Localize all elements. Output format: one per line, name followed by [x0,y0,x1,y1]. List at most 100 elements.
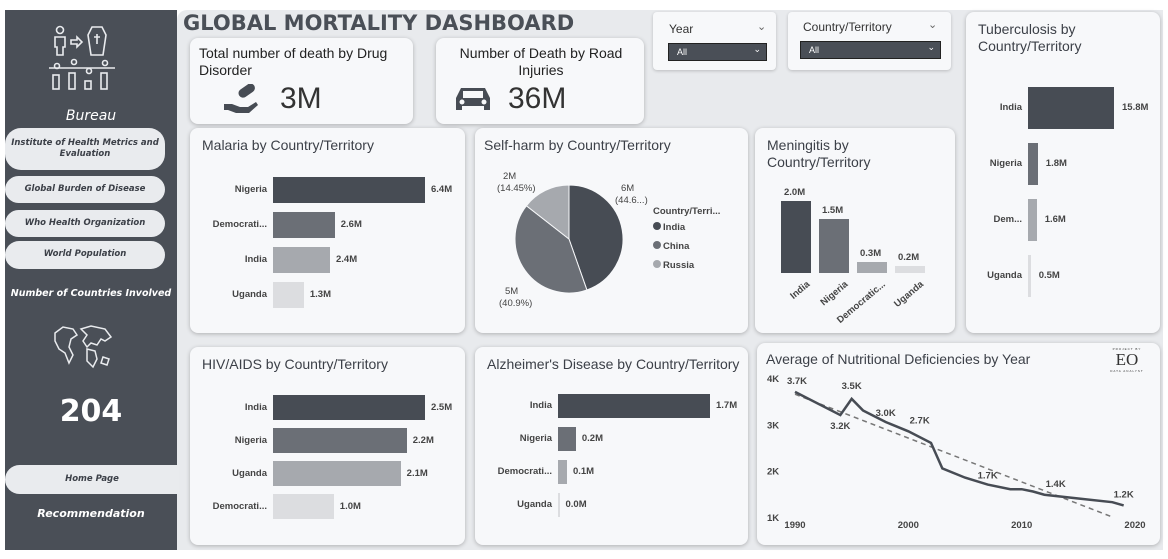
pie-slice-russia[interactable] [525,184,570,241]
category-label: Nigeria [234,184,267,195]
data-label: 3.0K [876,408,896,419]
sidebar: Bureau Institute of Health Metrics and E… [5,10,179,550]
tuberculosis-chart: Tuberculosis by Country/Territory India 15… [966,12,1160,333]
data-label: 2.1M [406,467,428,479]
category-label: Uganda [232,289,267,300]
slice-value-label: 2M [503,171,517,182]
data-label: 1.8M [1045,158,1067,169]
chart-title: Malaria by Country/Territory [202,137,374,153]
recommendation-button[interactable]: Recommendation [37,507,145,520]
category-label: Nigeria [818,279,851,309]
data-label: 2.2M [412,434,434,446]
slice-percent-label: (40.9%) [499,298,533,309]
legend-label: India [663,222,686,233]
data-label: 1.0M [339,500,361,512]
chart-title: Average of Nutritional Deficiencies by Y… [766,351,1031,367]
page-title: GLOBAL MORTALITY DASHBOARD [183,11,575,35]
legend-label: China [663,241,690,252]
country-slicer: Country/Territory ⌄ All ⌄ [788,12,951,70]
link-world-population[interactable]: World Population [5,241,165,269]
country-dropdown[interactable]: All ⌄ [800,41,941,59]
slice-value-label: 6M [621,183,635,194]
data-label: 0.0M [565,499,587,510]
countries-count: 204 [59,394,123,429]
category-label: India [529,400,552,411]
link-ihme[interactable]: Institute of Health Metrics and Evaluati… [5,128,165,170]
category-label: Nigeria [989,158,1022,169]
bureau-label: Bureau [65,108,117,124]
home-page-button[interactable]: Home Page [5,465,179,494]
category-label: India [999,102,1022,113]
chevron-down-icon[interactable]: ⌄ [757,21,767,33]
bar [273,428,407,453]
meningitis-chart: Meningitis by Country/Territory 2.0M India… [755,128,955,333]
pie-slice-china[interactable] [514,205,588,294]
slice-percent-label: (14.45%) [497,183,536,194]
category-label: Uganda [892,279,927,310]
pie-slice-india[interactable] [568,184,624,291]
data-label: 2.7K [910,415,930,426]
category-label: Democrati... [212,219,267,230]
year-dropdown[interactable]: All ⌄ [668,43,767,61]
data-label: 3.5K [842,381,862,392]
kpi-drug-card: Total number of death by Drug Disorder 3… [190,38,413,124]
data-label: 0.5M [1038,270,1060,281]
pie [514,184,624,294]
category-label: Democrati... [497,466,552,477]
self-harm-chart: Self-harm by Country/Territory Country/T… [475,128,748,333]
country-value: All [809,45,820,55]
data-label: 0.2M [898,251,920,263]
x-tick-label: 2020 [1124,520,1145,531]
x-tick-label: 1990 [784,520,805,531]
malaria-chart: Malaria by Country/Territory Nigeria 6.4M D… [190,128,465,333]
data-label: 1.2K [1114,489,1134,500]
category-label: Uganda [232,467,267,479]
year-slicer: Year ⌄ All ⌄ [653,12,776,70]
kpi-road-card: Number of Death by Road Injuries 36M [436,38,644,124]
chart-title: Meningitis by Country/Territory [767,137,871,170]
bar [273,494,334,519]
chevron-down-icon: ⌄ [927,42,935,52]
x-tick-label: 2000 [898,520,919,531]
y-tick-label: 3K [767,420,779,431]
bar [1028,87,1114,129]
bar [857,262,887,273]
data-label: 2.6M [340,219,362,230]
category-label: Democrati... [212,500,267,512]
hiv-chart: HIV/AIDS by Country/Territory India 2.5M Ni… [190,347,465,545]
data-label: 15.8M [1122,102,1149,113]
data-label: 1.7K [978,471,998,482]
data-label: 0.2M [581,433,603,444]
bar [273,395,425,420]
legend-dot [653,260,661,268]
bar [558,460,567,484]
kpi-drug-label: Total number of death by Drug Disorder [199,45,388,78]
data-label: 2.5M [431,401,453,413]
car-icon [456,88,490,110]
slice-value-label: 5M [505,286,519,297]
category-label: Uganda [517,499,552,510]
alzheimer-chart: Alzheimer's Disease by Country/Territory… [475,347,748,545]
chevron-down-icon: ⌄ [753,44,761,54]
bar [273,282,304,308]
chevron-down-icon[interactable]: ⌄ [928,19,938,31]
data-label: 2.0M [784,187,806,198]
link-who[interactable]: Who Health Organization [5,210,165,237]
data-label: 6.4M [431,184,453,195]
line-plot: 1K 2K 3K 4K 1990 2000 2010 2020 3.7K 3.2K 3.5K 3.0K… [767,374,1146,531]
world-map-icon [54,325,113,369]
category-label: Uganda [987,270,1022,281]
bar [1028,199,1037,241]
slice-percent-label: (44.6...) [615,195,648,206]
chart-title: Tuberculosis by Country/Territory [978,21,1082,54]
data-label: 1.4K [1046,479,1066,490]
data-label: 1.5M [822,205,844,216]
category-label: Nigeria [234,434,267,446]
bar [273,247,330,273]
data-label: 0.3M [860,248,882,260]
link-gbd[interactable]: Global Burden of Disease [5,176,165,203]
bar [1028,143,1038,185]
bar [273,461,401,486]
x-tick-label: 2010 [1011,520,1032,531]
nutritional-chart: Average of Nutritional Deficiencies by Y… [757,343,1160,545]
